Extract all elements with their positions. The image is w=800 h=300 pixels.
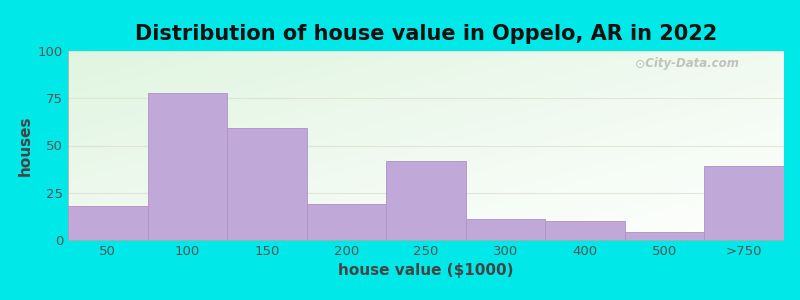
Bar xyxy=(147,93,227,240)
Title: Distribution of house value in Oppelo, AR in 2022: Distribution of house value in Oppelo, A… xyxy=(135,24,717,44)
Bar xyxy=(227,128,306,240)
Bar xyxy=(466,219,546,240)
Bar xyxy=(386,160,466,240)
Text: City-Data.com: City-Data.com xyxy=(638,57,739,70)
X-axis label: house value ($1000): house value ($1000) xyxy=(338,263,514,278)
Y-axis label: houses: houses xyxy=(18,115,32,176)
Bar xyxy=(625,232,705,240)
Bar xyxy=(68,206,147,240)
Bar xyxy=(705,166,784,240)
Bar xyxy=(306,204,386,240)
Text: ⊙: ⊙ xyxy=(635,58,646,70)
Bar xyxy=(546,221,625,240)
